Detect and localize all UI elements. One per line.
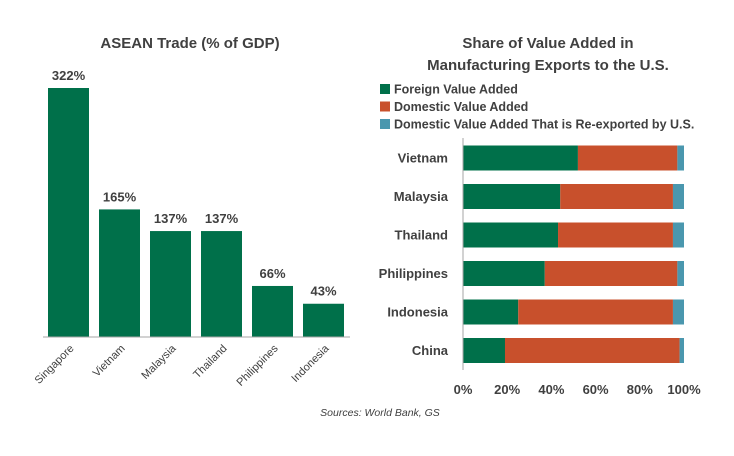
segment-thailand-series-3 <box>672 222 684 248</box>
segment-china-series-3 <box>679 338 684 363</box>
left-data-labels-group: 322% 165% 137% 137% 66% 43% <box>52 68 337 299</box>
segment-indonesia-series-1 <box>463 299 519 325</box>
bar-thailand <box>201 231 242 337</box>
legend-swatch-1 <box>380 84 390 94</box>
segment-vietnam-series-2 <box>577 145 678 171</box>
bar-vietnam <box>99 209 140 337</box>
segment-indonesia-series-2 <box>518 299 673 325</box>
segment-malaysia-series-3 <box>672 184 684 209</box>
segment-philippines-series-3 <box>677 261 684 286</box>
x-tick-4: 80% <box>627 382 653 397</box>
segment-philippines-series-1 <box>463 261 545 286</box>
category-label-vietnam: Vietnam <box>91 343 128 380</box>
legend-label-2: Domestic Value Added <box>394 100 528 114</box>
x-tick-3: 60% <box>583 382 609 397</box>
row-label-indonesia: Indonesia <box>387 305 448 320</box>
data-label-singapore: 322% <box>52 68 86 83</box>
right-x-tick-labels-group: 0% 20% 40% 60% 80% 100% <box>454 382 701 397</box>
asean-trade-chart: ASEAN Trade (% of GDP) 322% 165% 137% 137% 6… <box>33 35 350 389</box>
data-label-vietnam: 165% <box>103 189 137 204</box>
row-label-thailand: Thailand <box>395 228 449 243</box>
x-tick-0: 0% <box>454 382 473 397</box>
segment-thailand-series-1 <box>463 222 559 248</box>
segment-vietnam-series-3 <box>677 145 684 171</box>
segment-vietnam-series-1 <box>463 145 578 171</box>
right-chart-title-line-1: Share of Value Added in <box>462 35 633 52</box>
data-label-indonesia: 43% <box>310 284 336 299</box>
category-label-singapore: Singapore <box>33 343 77 387</box>
segment-china-series-1 <box>463 338 505 363</box>
x-tick-2: 40% <box>538 382 564 397</box>
category-label-thailand: Thailand <box>191 343 229 381</box>
legend-swatch-2 <box>380 101 390 112</box>
right-category-labels-group: Vietnam Malaysia Thailand Philippines Indone… <box>379 151 449 359</box>
segment-china-series-2 <box>504 338 680 363</box>
segment-malaysia-series-2 <box>560 184 673 209</box>
bar-malaysia <box>150 231 191 337</box>
row-label-malaysia: Malaysia <box>394 189 449 204</box>
legend: Foreign Value Added Domestic Value Added D… <box>380 83 694 132</box>
bar-philippines <box>252 285 293 337</box>
row-label-vietnam: Vietnam <box>398 151 448 166</box>
data-label-malaysia: 137% <box>154 211 188 226</box>
x-tick-1: 20% <box>494 382 520 397</box>
segment-thailand-series-2 <box>558 222 673 248</box>
category-label-philippines: Philippines <box>235 342 281 388</box>
left-chart-title: ASEAN Trade (% of GDP) <box>100 35 279 52</box>
segment-indonesia-series-3 <box>672 299 684 325</box>
legend-label-1: Foreign Value Added <box>394 83 518 97</box>
value-added-chart: Share of Value Added in Manufacturing Ex… <box>379 35 701 397</box>
segment-philippines-series-2 <box>544 261 678 286</box>
category-label-indonesia: Indonesia <box>289 342 332 385</box>
source-note: Sources: World Bank, GS <box>320 407 440 419</box>
bar-singapore <box>48 88 89 337</box>
bar-indonesia <box>303 303 344 337</box>
segment-malaysia-series-1 <box>463 184 561 209</box>
left-bars-group <box>48 88 344 337</box>
row-label-philippines: Philippines <box>379 266 448 281</box>
category-label-malaysia: Malaysia <box>139 342 179 382</box>
row-label-china: China <box>412 343 449 358</box>
data-label-thailand: 137% <box>205 211 239 226</box>
x-tick-5: 100% <box>667 382 701 397</box>
right-bars-group <box>463 145 684 363</box>
legend-label-3: Domestic Value Added That is Re-exported… <box>394 118 694 132</box>
left-category-labels-group: Singapore Vietnam Malaysia Thailand Philippi… <box>33 342 333 389</box>
legend-swatch-3 <box>380 119 390 129</box>
right-chart-title-line-2: Manufacturing Exports to the U.S. <box>427 57 669 74</box>
data-label-philippines: 66% <box>259 266 285 281</box>
